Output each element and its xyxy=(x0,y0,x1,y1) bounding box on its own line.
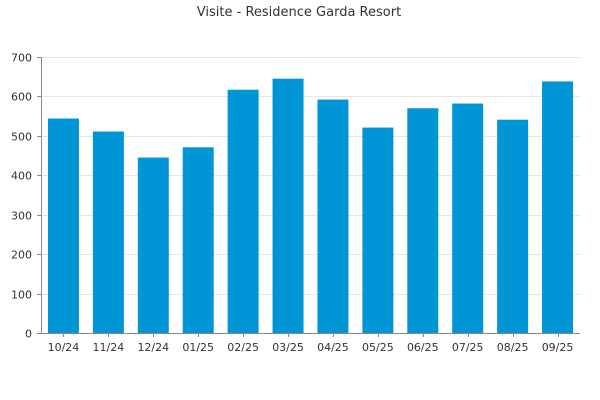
bar[interactable] xyxy=(542,81,574,333)
x-tick-label: 02/25 xyxy=(227,341,259,354)
x-tick-label: 12/24 xyxy=(137,341,169,354)
bar[interactable] xyxy=(317,99,349,333)
y-tick-labels: 0 100 200 300 400 500 600 700 xyxy=(11,52,41,341)
axes xyxy=(41,57,580,334)
y-tick-label: 200 xyxy=(11,249,32,262)
grid-lines xyxy=(41,57,580,295)
chart-title: Visite - Residence Garda Resort xyxy=(197,5,401,20)
bar[interactable] xyxy=(227,89,259,333)
y-tick-label: 600 xyxy=(11,91,32,104)
bar[interactable] xyxy=(182,147,214,333)
bar[interactable] xyxy=(92,131,124,333)
x-tick-label: 04/25 xyxy=(317,341,349,354)
bar[interactable] xyxy=(47,118,79,333)
x-tick-labels: 10/24 11/24 12/24 01/25 02/25 03/25 04/25 05/25… xyxy=(48,333,574,354)
x-tick-label: 10/24 xyxy=(48,341,80,354)
bars xyxy=(47,78,574,333)
bar[interactable] xyxy=(137,157,169,333)
y-tick-label: 100 xyxy=(11,289,32,302)
bar[interactable] xyxy=(452,103,484,333)
bar[interactable] xyxy=(362,127,394,333)
bar[interactable] xyxy=(497,119,529,333)
bar[interactable] xyxy=(407,108,439,333)
x-tick-label: 09/25 xyxy=(542,341,574,354)
x-tick-label: 03/25 xyxy=(272,341,304,354)
y-tick-label: 300 xyxy=(11,210,32,223)
x-tick-label: 06/25 xyxy=(407,341,439,354)
y-tick-label: 400 xyxy=(11,170,32,183)
x-tick-label: 05/25 xyxy=(362,341,394,354)
x-tick-label: 07/25 xyxy=(452,341,484,354)
x-tick-label: 01/25 xyxy=(182,341,214,354)
y-tick-label: 0 xyxy=(25,328,32,341)
y-tick-label: 700 xyxy=(11,52,32,65)
x-tick-label: 08/25 xyxy=(497,341,529,354)
y-tick-label: 500 xyxy=(11,131,32,144)
x-tick-label: 11/24 xyxy=(93,341,125,354)
bar[interactable] xyxy=(272,78,304,333)
